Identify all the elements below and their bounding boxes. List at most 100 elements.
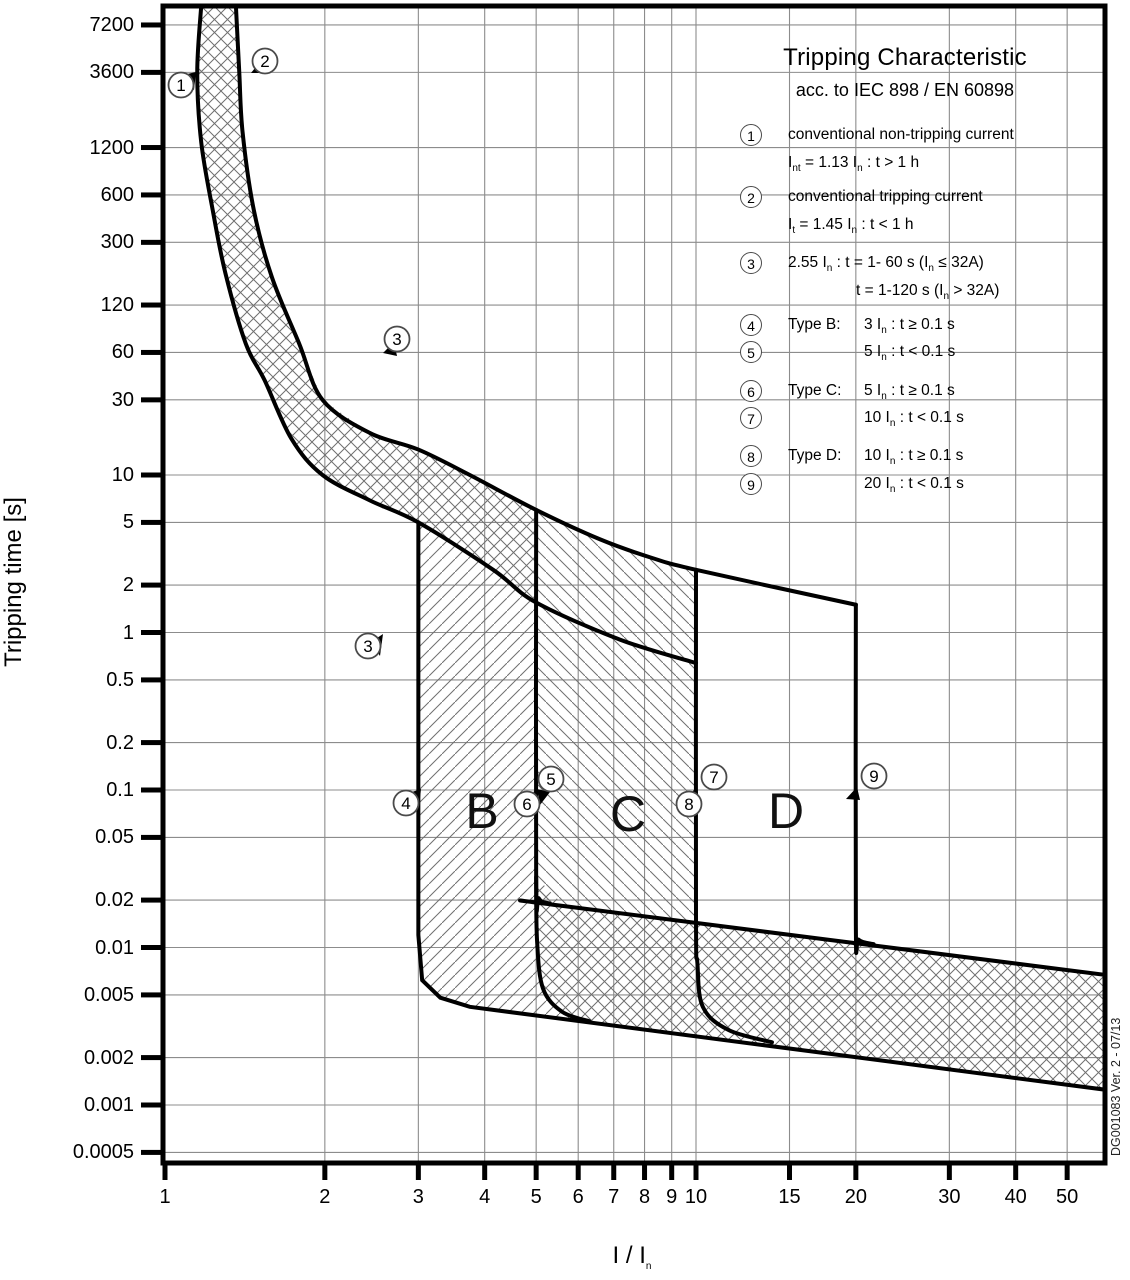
legend-text: 5 In : t < 0.1 s bbox=[864, 343, 956, 364]
annotation-pointer bbox=[846, 787, 860, 800]
y-tick-label: 1 bbox=[122, 621, 134, 644]
y-tick-label: 0.002 bbox=[83, 1046, 134, 1069]
y-tick-label: 300 bbox=[100, 231, 134, 254]
x-tick-label: 15 bbox=[778, 1186, 801, 1208]
axis-ticks bbox=[141, 22, 1070, 1180]
y-axis-tick bbox=[141, 834, 163, 840]
trip-curves bbox=[195, 6, 1105, 1092]
x-tick-label: 3 bbox=[412, 1186, 424, 1208]
y-tick-label: 0.01 bbox=[95, 936, 134, 959]
curve-thermal-lower bbox=[195, 6, 698, 666]
legend-text: Type B: 3 In : t ≥ 0.1 s bbox=[788, 316, 955, 337]
annotation-number: 1 bbox=[176, 76, 185, 95]
y-tick-label: 7200 bbox=[89, 13, 135, 36]
region-c-fill bbox=[536, 509, 696, 923]
y-axis-tick bbox=[141, 519, 163, 525]
region-b-fill bbox=[418, 522, 590, 1022]
x-axis-tick bbox=[575, 1163, 581, 1180]
annotation-number: 3 bbox=[363, 637, 372, 656]
legend-number-badge: 9 bbox=[740, 473, 762, 495]
legend-text: 2.55 In : t = 1- 60 s (In ≤ 32A) bbox=[788, 254, 984, 275]
legend-text: Type D: 10 In : t ≥ 0.1 s bbox=[788, 447, 964, 468]
y-axis-tick bbox=[141, 1102, 163, 1108]
y-tick-label: 0.1 bbox=[106, 779, 134, 801]
curve-type-b-lower bbox=[416, 520, 1105, 1092]
annotation-circle bbox=[675, 790, 703, 818]
curve-type-d-upper bbox=[853, 602, 876, 955]
curve-thermal-upper bbox=[233, 6, 858, 607]
x-axis-tick bbox=[1013, 1163, 1019, 1180]
legend-number-badge: 8 bbox=[740, 445, 762, 467]
legend-number-badge: 7 bbox=[740, 407, 762, 429]
annotation-circle bbox=[167, 71, 195, 99]
y-axis-tick bbox=[141, 1055, 163, 1061]
y-axis-title: Tripping time [s] bbox=[0, 497, 27, 667]
legend-number-badge: 5 bbox=[740, 341, 762, 363]
x-axis-tick bbox=[1064, 1163, 1070, 1180]
y-axis-tick bbox=[141, 239, 163, 245]
annotation-number: 2 bbox=[260, 52, 269, 71]
annotation-circle bbox=[860, 762, 888, 790]
y-axis-tick bbox=[141, 145, 163, 151]
y-tick-label: 120 bbox=[100, 294, 134, 317]
x-axis-tick bbox=[693, 1163, 699, 1180]
y-axis-tick bbox=[141, 69, 163, 75]
region-label-b: B bbox=[465, 783, 498, 839]
y-axis-tick bbox=[141, 630, 163, 635]
y-axis-tick bbox=[141, 1149, 163, 1155]
y-tick-label: 0.02 bbox=[95, 889, 134, 912]
x-axis-tick bbox=[322, 1163, 328, 1180]
x-tick-label: 20 bbox=[844, 1186, 867, 1208]
y-axis-tick bbox=[141, 397, 163, 403]
y-axis-tick bbox=[141, 897, 163, 903]
region-letters: B C D bbox=[465, 783, 804, 842]
annotation-circle bbox=[251, 47, 279, 75]
curve-type-b-upper bbox=[518, 507, 1105, 977]
y-tick-label: 0.0005 bbox=[72, 1141, 134, 1164]
y-tick-label: 3600 bbox=[89, 61, 135, 84]
legend-text: conventional tripping current bbox=[788, 188, 983, 205]
legend-number-badge: 2 bbox=[740, 186, 762, 208]
hatched-regions bbox=[197, 6, 1105, 1090]
y-tick-label: 10 bbox=[111, 464, 134, 486]
x-axis-tick bbox=[533, 1163, 539, 1180]
legend: 1 conventional non-tripping current Int = … bbox=[732, 0, 1130, 520]
document-revision-note: DG001083 Ver. 2 - 07/13 bbox=[1109, 1017, 1123, 1156]
legend-number-badge: 1 bbox=[740, 124, 762, 146]
x-tick-label: 4 bbox=[479, 1186, 491, 1208]
x-axis-tick bbox=[482, 1163, 488, 1180]
x-tick-label: 40 bbox=[1004, 1186, 1027, 1208]
x-tick-label: 6 bbox=[572, 1186, 584, 1208]
y-tick-label: 5 bbox=[122, 511, 134, 534]
legend-text: t = 1-120 s (In > 32A) bbox=[856, 282, 1000, 303]
legend-text: 20 In : t < 0.1 s bbox=[864, 475, 964, 496]
annotation-pointer bbox=[537, 789, 550, 805]
y-axis-tick bbox=[141, 740, 163, 746]
y-tick-label: 0.005 bbox=[83, 983, 134, 1006]
x-tick-label: 8 bbox=[638, 1186, 651, 1208]
x-axis-tick bbox=[415, 1163, 421, 1180]
y-tick-label: 0.001 bbox=[83, 1094, 134, 1116]
chart-subtitle: acc. to IEC 898 / EN 60898 bbox=[795, 80, 1015, 100]
x-tick-label: 30 bbox=[938, 1186, 961, 1208]
annotation-number: 8 bbox=[684, 795, 693, 814]
x-tick-label: 9 bbox=[666, 1186, 678, 1208]
legend-text: Int = 1.13 In : t > 1 h bbox=[788, 154, 920, 175]
x-axis-tick bbox=[787, 1163, 793, 1180]
annotation-number: 4 bbox=[401, 794, 410, 813]
x-tick-label: 2 bbox=[319, 1186, 331, 1208]
curve-type-c-upper bbox=[693, 567, 774, 1045]
legend-number-badge: 4 bbox=[740, 314, 762, 336]
legend-text: 10 In : t < 0.1 s bbox=[864, 409, 964, 430]
x-axis-tick bbox=[946, 1163, 952, 1180]
x-tick-label: 50 bbox=[1056, 1186, 1079, 1208]
x-axis-tick bbox=[853, 1163, 859, 1180]
annotation-number: 6 bbox=[522, 795, 531, 814]
annotation-number: 5 bbox=[546, 770, 555, 789]
x-axis-tick bbox=[642, 1163, 648, 1180]
y-axis-tick bbox=[141, 472, 163, 478]
annotation-circle bbox=[700, 763, 728, 791]
chart-title: Tripping Characteristic bbox=[783, 44, 1027, 71]
y-axis-tick bbox=[141, 192, 163, 198]
x-tick-label: 10 bbox=[684, 1186, 708, 1208]
